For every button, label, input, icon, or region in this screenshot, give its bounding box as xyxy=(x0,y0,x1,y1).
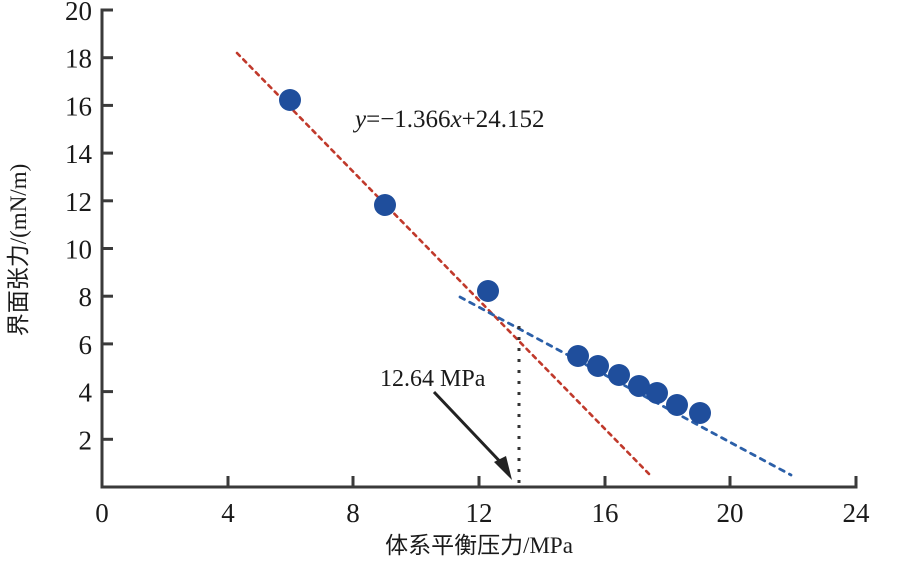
y-tick-label-2: 2 xyxy=(79,425,93,455)
y-tick-label-18: 18 xyxy=(65,44,92,74)
y-tick-labels: 20 18 16 14 12 10 8 6 4 2 xyxy=(65,0,93,455)
y-tick-label-20: 20 xyxy=(65,0,92,26)
equation-annotation: y=−1.366x+24.152 xyxy=(352,106,545,133)
x-tick-label-8: 8 xyxy=(346,498,360,528)
equation-x-symbol: x xyxy=(450,106,462,133)
data-point-series xyxy=(279,89,711,424)
x-tick-label-24: 24 xyxy=(843,498,871,528)
y-tick-marks xyxy=(102,56,113,441)
axis-group xyxy=(100,8,858,489)
annotation-arrow xyxy=(432,390,512,480)
x-tick-labels: 0 4 8 12 16 20 24 xyxy=(95,498,870,528)
data-point xyxy=(567,345,589,367)
data-point xyxy=(279,89,301,111)
data-point xyxy=(646,382,668,404)
x-tick-label-4: 4 xyxy=(221,498,235,528)
x-tick-label-0: 0 xyxy=(95,498,109,528)
arrow-head-icon xyxy=(494,456,512,480)
data-point xyxy=(666,394,688,416)
data-point xyxy=(374,194,396,216)
data-point xyxy=(477,280,499,302)
data-point xyxy=(608,364,630,386)
x-tick-label-16: 16 xyxy=(592,498,619,528)
x-tick-label-20: 20 xyxy=(717,498,744,528)
y-tick-label-16: 16 xyxy=(65,91,92,121)
y-tick-label-4: 4 xyxy=(79,378,93,408)
y-axis-title: 界面张力/(mN/m) xyxy=(6,164,31,337)
y-tick-label-12: 12 xyxy=(65,187,92,217)
equation-middle: =−1.366 xyxy=(366,106,450,133)
equation-tail: +24.152 xyxy=(462,106,545,133)
equation-y-symbol: y xyxy=(352,106,367,133)
x-tick-marks xyxy=(226,476,732,487)
y-tick-label-14: 14 xyxy=(65,139,93,169)
x-axis-title: 体系平衡压力/MPa xyxy=(385,533,573,558)
fit-line-high-pressure xyxy=(458,295,793,477)
x-tick-label-12: 12 xyxy=(466,498,493,528)
intersection-annotation-label: 12.64 MPa xyxy=(380,366,486,392)
data-point xyxy=(628,375,650,397)
y-tick-label-8: 8 xyxy=(79,282,93,312)
data-point xyxy=(587,355,609,377)
data-point xyxy=(689,402,711,424)
y-tick-label-10: 10 xyxy=(65,235,92,265)
fit-line-low-pressure xyxy=(235,51,654,479)
y-tick-label-6: 6 xyxy=(79,330,93,360)
